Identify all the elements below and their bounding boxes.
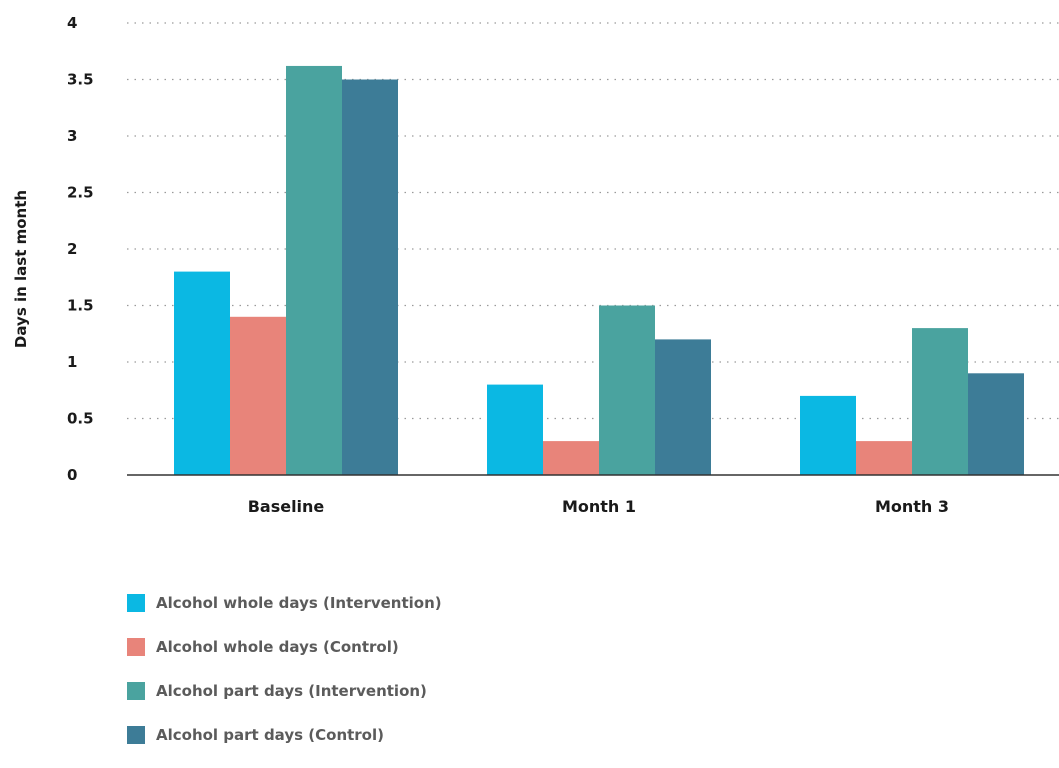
gridlines (127, 22, 1059, 420)
x-category-label: Month 3 (875, 497, 949, 516)
y-tick-label: 3 (67, 127, 77, 145)
y-tick-label: 0.5 (67, 410, 94, 428)
legend-item: Alcohol whole days (Intervention) (127, 592, 442, 614)
x-axis-categories: Baseline Month 1 Month 3 (248, 497, 949, 516)
legend-swatch (127, 726, 145, 744)
bar-1-2 (599, 305, 655, 475)
bar-0-2 (286, 65, 342, 475)
y-tick-label: 2 (67, 240, 77, 258)
x-category-label: Baseline (248, 497, 325, 516)
y-tick-label: 4 (67, 14, 77, 32)
bar-2-0 (800, 395, 856, 475)
legend-label: Alcohol whole days (Intervention) (156, 594, 442, 612)
y-tick-label: 1 (67, 353, 77, 371)
legend-label: Alcohol part days (Intervention) (156, 682, 427, 700)
legend-swatch (127, 682, 145, 700)
y-tick-label: 3.5 (67, 71, 94, 89)
bar-1-3 (655, 339, 711, 475)
legend-swatch (127, 638, 145, 656)
legend: Alcohol whole days (Intervention) Alcohol… (127, 592, 442, 768)
y-axis-ticks: 0 0.5 1 1.5 2 2.5 3 3.5 4 (67, 14, 94, 484)
y-axis-title: Days in last month (12, 190, 30, 348)
legend-item: Alcohol part days (Intervention) (127, 680, 442, 702)
legend-item: Alcohol part days (Control) (127, 724, 442, 746)
legend-item: Alcohol whole days (Control) (127, 636, 442, 658)
legend-label: Alcohol whole days (Control) (156, 638, 399, 656)
bar-chart: 0 0.5 1 1.5 2 2.5 3 3.5 4 Baseline Month 1 Month 3… (12, 14, 1059, 516)
bar-0-3 (342, 79, 398, 475)
bar-2-2 (912, 328, 968, 475)
y-tick-label: 0 (67, 466, 77, 484)
y-tick-label: 2.5 (67, 184, 94, 202)
bar-1-1 (543, 441, 599, 475)
bar-0-0 (174, 271, 230, 475)
bars (174, 65, 1024, 475)
legend-swatch (127, 594, 145, 612)
bar-1-0 (487, 384, 543, 475)
bar-2-3 (968, 373, 1024, 475)
bar-0-1 (230, 316, 286, 475)
y-tick-label: 1.5 (67, 297, 94, 315)
x-category-label: Month 1 (562, 497, 636, 516)
bar-2-1 (856, 441, 912, 475)
legend-label: Alcohol part days (Control) (156, 726, 384, 744)
